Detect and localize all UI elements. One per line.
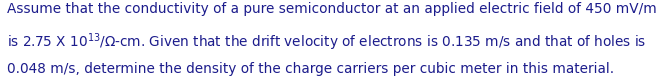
Text: Assume that the conductivity of a pure semiconductor at an applied electric fiel: Assume that the conductivity of a pure s… [7,2,656,16]
Text: 0.048 m/s, determine the density of the charge carriers per cubic meter in this : 0.048 m/s, determine the density of the … [7,62,614,76]
Text: is 2.75 X 10$^{13}$/Ω-cm. Given that the drift velocity of electrons is 0.135 m/: is 2.75 X 10$^{13}$/Ω-cm. Given that the… [7,32,646,53]
